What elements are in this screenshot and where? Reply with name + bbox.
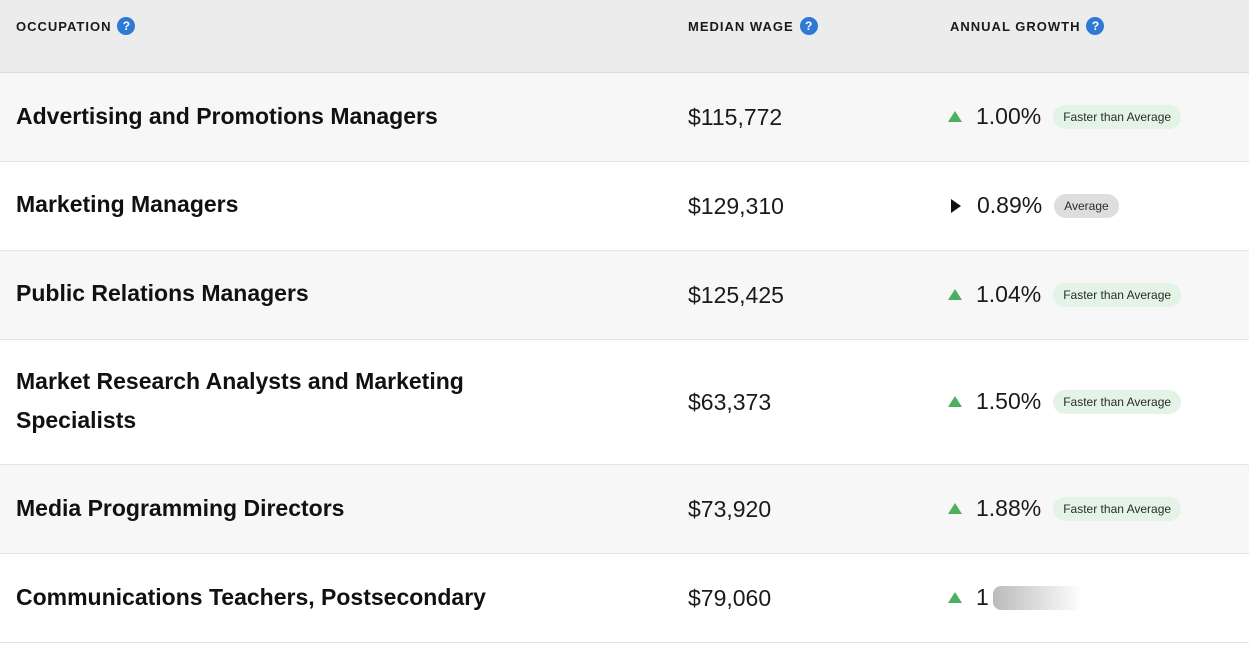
- median-wage-value: $125,425: [688, 282, 784, 308]
- growth-badge: Faster than Average: [1053, 389, 1182, 414]
- triangle-up-icon: [948, 396, 962, 407]
- table-row[interactable]: Media Programming Directors $73,920 1.88…: [0, 465, 1249, 554]
- annual-growth-cell: 1.00% Faster than Average: [948, 103, 1182, 130]
- annual-growth-column-header: ANNUAL GROWTH ?: [950, 16, 1105, 36]
- triangle-right-icon: [951, 198, 961, 213]
- occupation-name[interactable]: Marketing Managers: [16, 191, 239, 217]
- occupation-name[interactable]: Communications Teachers, Postsecondary: [16, 584, 486, 610]
- growth-percent: 1.00%: [976, 103, 1042, 129]
- table-row[interactable]: Public Relations Managers $125,425 1.04%…: [0, 251, 1249, 340]
- occupation-name[interactable]: Market Research Analysts and Marketing S…: [16, 368, 464, 433]
- triangle-up-icon: [948, 592, 962, 603]
- occupation-column-header: OCCUPATION ?: [16, 16, 136, 36]
- median-wage-header-label: MEDIAN WAGE: [688, 18, 794, 34]
- table-row[interactable]: Advertising and Promotions Managers $115…: [0, 73, 1249, 162]
- question-circle-icon[interactable]: ?: [117, 17, 136, 35]
- annual-growth-cell: 1.04% Faster than Average: [948, 281, 1182, 308]
- table-row[interactable]: Market Research Analysts and Marketing S…: [0, 340, 1249, 465]
- annual-growth-cell: 1: [948, 584, 1083, 611]
- growth-percent: 1.04%: [976, 281, 1042, 307]
- occupation-name[interactable]: Media Programming Directors: [16, 495, 345, 521]
- occupation-header-label: OCCUPATION: [16, 18, 112, 34]
- question-circle-icon[interactable]: ?: [1086, 17, 1105, 35]
- annual-growth-header-label: ANNUAL GROWTH: [950, 18, 1081, 34]
- triangle-up-icon: [948, 111, 962, 122]
- growth-percent: 0.89%: [977, 192, 1043, 218]
- growth-percent: 1.50%: [976, 388, 1042, 414]
- triangle-up-icon: [948, 289, 962, 300]
- median-wage-value: $63,373: [688, 389, 772, 415]
- table-row[interactable]: Communications Teachers, Postsecondary $…: [0, 554, 1249, 643]
- growth-percent: 1.88%: [976, 495, 1042, 521]
- growth-percent: 1: [976, 584, 989, 610]
- triangle-up-icon: [948, 503, 962, 514]
- median-wage-value: $79,060: [688, 585, 772, 611]
- occupation-name[interactable]: Advertising and Promotions Managers: [16, 103, 438, 129]
- table-header: OCCUPATION ? MEDIAN WAGE ? ANNUAL GROWTH…: [0, 0, 1249, 73]
- occupation-name[interactable]: Public Relations Managers: [16, 280, 309, 306]
- annual-growth-cell: 0.89% Average: [948, 192, 1119, 219]
- growth-badge: Faster than Average: [1053, 496, 1182, 521]
- median-wage-column-header: MEDIAN WAGE ?: [688, 16, 818, 36]
- median-wage-value: $129,310: [688, 193, 784, 219]
- annual-growth-cell: 1.50% Faster than Average: [948, 388, 1182, 415]
- question-circle-icon[interactable]: ?: [799, 17, 818, 35]
- growth-badge: Faster than Average: [1053, 282, 1182, 307]
- table-row[interactable]: Marketing Managers $129,310 0.89% Averag…: [0, 162, 1249, 251]
- median-wage-value: $115,772: [688, 104, 783, 130]
- annual-growth-cell: 1.88% Faster than Average: [948, 495, 1182, 522]
- growth-badge: Faster than Average: [1053, 104, 1182, 129]
- median-wage-value: $73,920: [688, 496, 772, 522]
- growth-badge: Average: [1054, 193, 1119, 218]
- loading-fade: [992, 585, 1083, 610]
